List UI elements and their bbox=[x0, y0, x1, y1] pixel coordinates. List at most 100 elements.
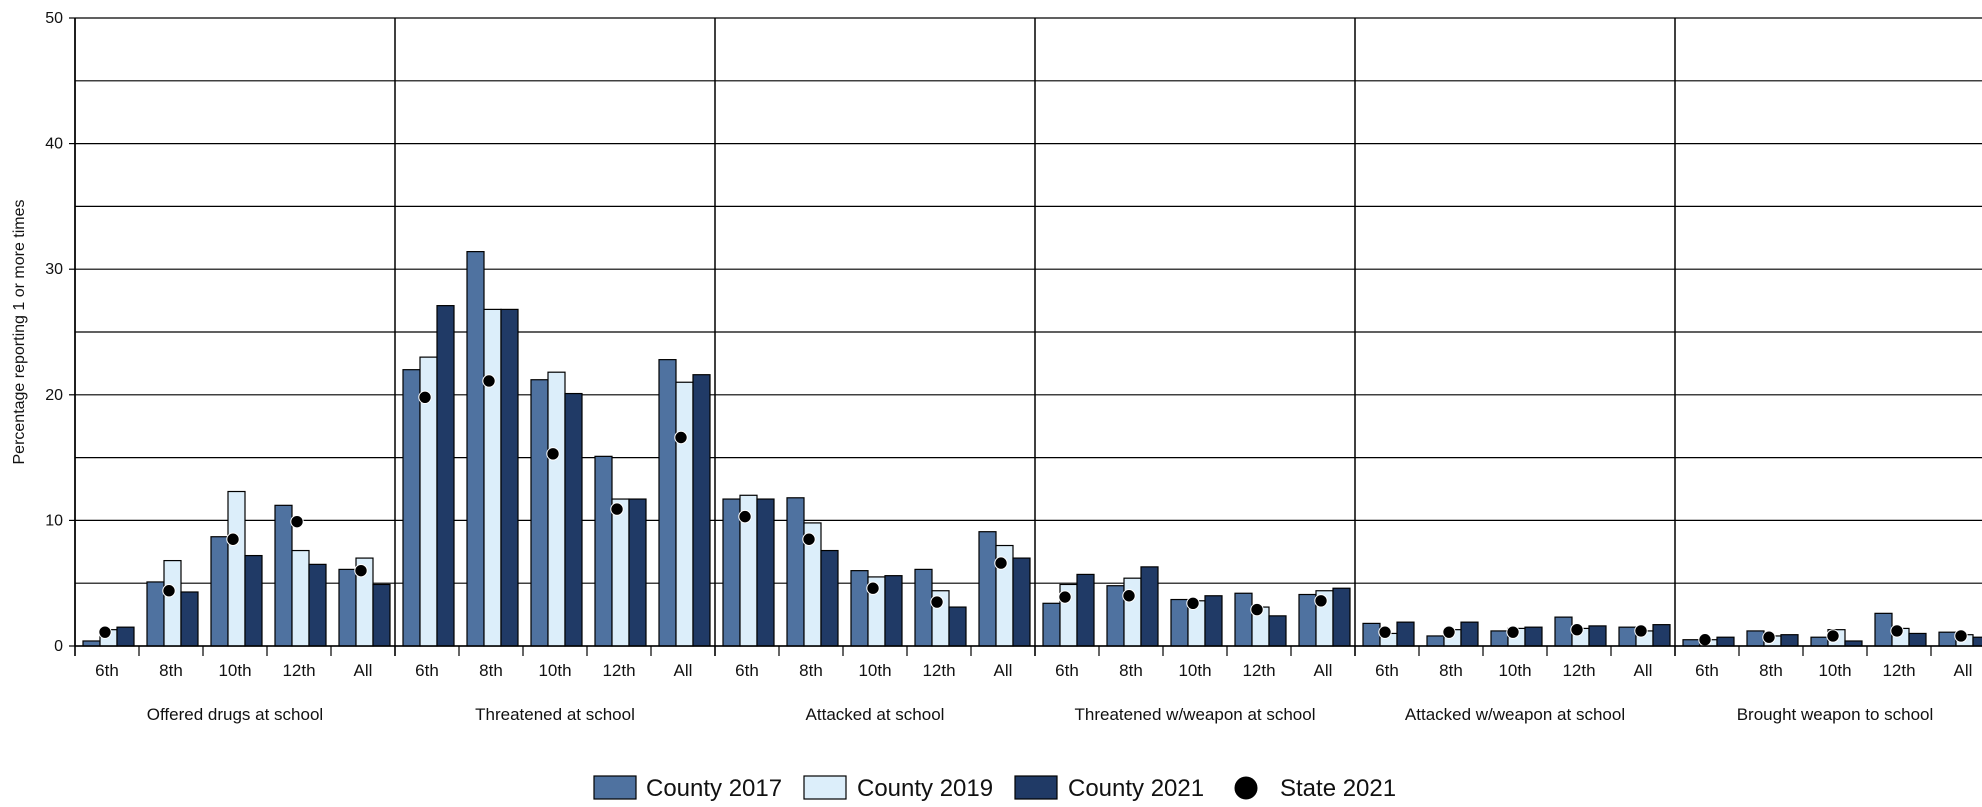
y-axis-label: Percentage reporting 1 or more times bbox=[11, 199, 28, 464]
group-label: Brought weapon to school bbox=[1737, 705, 1934, 724]
bar-county-2019-offered-drugs-at-school-8th bbox=[163, 559, 182, 647]
x-category-label: 6th bbox=[415, 661, 439, 680]
bar-county-2017-threatened-at-school-all bbox=[658, 359, 677, 647]
bar-county-2019-threatened-at-school-8th bbox=[483, 308, 502, 647]
bar-county-2017-offered-drugs-at-school-12th bbox=[274, 504, 293, 647]
state-2021-point-brought-weapon-to-school-all bbox=[1954, 629, 1968, 643]
bar-county-2021-brought-weapon-to-school-12th bbox=[1908, 632, 1927, 647]
state-2021-point-brought-weapon-to-school-6th bbox=[1698, 633, 1712, 647]
bar-county-2017-brought-weapon-to-school-12th bbox=[1874, 612, 1893, 647]
x-category-label: 8th bbox=[1119, 661, 1143, 680]
bar-county-2021-offered-drugs-at-school-10th bbox=[244, 554, 263, 647]
x-category-label: 10th bbox=[218, 661, 251, 680]
bar-county-2017-attacked-at-school-12th bbox=[914, 568, 933, 647]
bar-county-2021-threatened-at-school-12th bbox=[628, 498, 647, 647]
legend-swatch-county-2021 bbox=[1014, 775, 1058, 800]
bar-county-2021-attacked-at-school-10th bbox=[884, 575, 903, 647]
bar-county-2021-threatened-w-weapon-at-school-all bbox=[1332, 587, 1351, 647]
bar-county-2021-attacked-at-school-6th bbox=[756, 498, 775, 647]
state-2021-point-attacked-at-school-8th bbox=[802, 532, 816, 546]
state-2021-point-threatened-w-weapon-at-school-all bbox=[1314, 594, 1328, 608]
state-2021-point-brought-weapon-to-school-10th bbox=[1826, 629, 1840, 643]
state-2021-point-brought-weapon-to-school-12th bbox=[1890, 624, 1904, 638]
x-category-label: 8th bbox=[479, 661, 503, 680]
bar-county-2017-attacked-w-weapon-at-school-10th bbox=[1490, 630, 1509, 647]
legend-swatch-county-2017 bbox=[593, 775, 637, 800]
bar-county-2021-offered-drugs-at-school-6th bbox=[116, 626, 135, 647]
state-2021-point-threatened-w-weapon-at-school-12th bbox=[1250, 602, 1264, 617]
bar-county-2017-threatened-w-weapon-at-school-10th bbox=[1170, 598, 1189, 647]
bar-county-2019-threatened-w-weapon-at-school-8th bbox=[1123, 577, 1142, 647]
bar-county-2017-attacked-w-weapon-at-school-6th bbox=[1362, 622, 1381, 647]
y-axis-tick-label: 40 bbox=[45, 136, 63, 153]
bar-county-2021-threatened-at-school-8th bbox=[500, 308, 519, 647]
bar-county-2021-attacked-at-school-8th bbox=[820, 549, 839, 647]
bar-county-2021-threatened-at-school-6th bbox=[436, 305, 455, 647]
state-2021-point-offered-drugs-at-school-8th bbox=[162, 584, 176, 598]
bar-county-2019-threatened-at-school-all bbox=[675, 381, 694, 647]
y-axis-tick-label: 50 bbox=[45, 10, 63, 27]
y-axis-tick-label: 0 bbox=[54, 638, 63, 655]
state-2021-point-attacked-at-school-10th bbox=[866, 581, 880, 595]
state-2021-point-offered-drugs-at-school-all bbox=[354, 563, 368, 578]
group-label: Attacked at school bbox=[806, 705, 945, 724]
bar-county-2017-threatened-at-school-8th bbox=[466, 251, 485, 647]
x-category-label: All bbox=[674, 661, 693, 680]
state-2021-point-offered-drugs-at-school-6th bbox=[98, 625, 112, 639]
bar-county-2017-offered-drugs-at-school-10th bbox=[210, 536, 229, 647]
state-2021-point-attacked-w-weapon-at-school-6th bbox=[1378, 625, 1392, 639]
bar-county-2021-attacked-w-weapon-at-school-12th bbox=[1588, 625, 1607, 647]
x-category-label: All bbox=[994, 661, 1013, 680]
legend-marker-state-2021 bbox=[1233, 775, 1259, 801]
x-category-label: 10th bbox=[538, 661, 571, 680]
state-2021-point-attacked-w-weapon-at-school-all bbox=[1634, 624, 1648, 638]
x-category-label: All bbox=[1634, 661, 1653, 680]
bar-county-2017-threatened-at-school-10th bbox=[530, 379, 549, 647]
bar-county-2021-threatened-w-weapon-at-school-8th bbox=[1140, 566, 1159, 647]
x-category-label: 10th bbox=[1818, 661, 1851, 680]
bar-county-2021-attacked-w-weapon-at-school-all bbox=[1652, 624, 1671, 647]
bar-county-2017-threatened-w-weapon-at-school-12th bbox=[1234, 592, 1253, 647]
bar-county-2019-threatened-at-school-10th bbox=[547, 371, 566, 647]
state-2021-point-threatened-at-school-6th bbox=[418, 390, 432, 405]
x-category-label: 12th bbox=[1882, 661, 1915, 680]
bar-county-2017-threatened-at-school-6th bbox=[402, 369, 421, 647]
x-category-label: 8th bbox=[159, 661, 183, 680]
bar-county-2021-threatened-at-school-all bbox=[692, 374, 711, 647]
bar-county-2017-offered-drugs-at-school-6th bbox=[82, 640, 101, 647]
group-label: Threatened w/weapon at school bbox=[1075, 705, 1316, 724]
bar-county-2017-attacked-w-weapon-at-school-all bbox=[1618, 626, 1637, 647]
x-category-label: 12th bbox=[1242, 661, 1275, 680]
x-category-label: 12th bbox=[1562, 661, 1595, 680]
state-2021-point-threatened-at-school-8th bbox=[482, 374, 496, 388]
x-category-label: 10th bbox=[858, 661, 891, 680]
x-category-label: 6th bbox=[1055, 661, 1079, 680]
bar-county-2019-threatened-at-school-12th bbox=[611, 498, 630, 647]
bar-county-2017-attacked-w-weapon-at-school-12th bbox=[1554, 616, 1573, 647]
y-axis-tick-label: 10 bbox=[45, 512, 63, 529]
x-category-label: 10th bbox=[1178, 661, 1211, 680]
x-category-label: 8th bbox=[799, 661, 823, 680]
bar-county-2021-brought-weapon-to-school-all bbox=[1972, 636, 1982, 647]
y-axis-tick-label: 30 bbox=[45, 261, 63, 278]
bar-county-2017-attacked-at-school-all bbox=[978, 531, 997, 647]
bar-county-2017-threatened-w-weapon-at-school-6th bbox=[1042, 602, 1061, 647]
bar-county-2021-attacked-w-weapon-at-school-6th bbox=[1396, 621, 1415, 647]
x-category-label: All bbox=[1314, 661, 1333, 680]
bar-county-2021-attacked-w-weapon-at-school-10th bbox=[1524, 626, 1543, 647]
bar-county-2019-offered-drugs-at-school-10th bbox=[227, 490, 246, 647]
state-2021-point-offered-drugs-at-school-10th bbox=[226, 532, 240, 546]
group-label: Offered drugs at school bbox=[147, 705, 323, 724]
state-2021-point-attacked-at-school-6th bbox=[738, 509, 752, 524]
bar-county-2021-brought-weapon-to-school-10th bbox=[1844, 640, 1863, 647]
x-category-label: 6th bbox=[1375, 661, 1399, 680]
group-label: Attacked w/weapon at school bbox=[1405, 705, 1625, 724]
bar-county-2017-attacked-w-weapon-at-school-8th bbox=[1426, 635, 1445, 647]
bar-county-2017-offered-drugs-at-school-8th bbox=[146, 581, 165, 647]
bar-county-2021-offered-drugs-at-school-all bbox=[372, 583, 391, 647]
bar-county-2021-attacked-at-school-all bbox=[1012, 557, 1031, 647]
state-2021-point-threatened-at-school-12th bbox=[610, 502, 624, 516]
state-2021-point-threatened-at-school-10th bbox=[546, 447, 560, 461]
